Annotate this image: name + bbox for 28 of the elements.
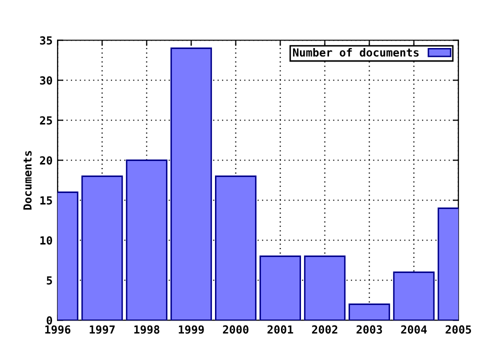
bar [126, 160, 168, 320]
bar [393, 272, 435, 320]
x-tick-label: 1999 [178, 325, 204, 334]
y-tick-label: 5 [46, 276, 52, 285]
x-tick-label: 1996 [45, 325, 70, 334]
x-tick-label: 2004 [401, 325, 427, 334]
x-tick-label: 2003 [356, 325, 382, 334]
x-tick-label: 2002 [312, 325, 338, 334]
y-tick-label: 35 [40, 36, 52, 45]
bar [260, 256, 301, 320]
y-tick-label: 30 [40, 76, 52, 85]
x-tick-label: 2001 [268, 325, 294, 334]
y-tick-label: 20 [40, 156, 52, 165]
bar [215, 176, 256, 320]
x-tick-label: 1997 [90, 325, 115, 334]
bar [170, 48, 212, 320]
y-axis-title: Documents [23, 151, 32, 210]
y-tick-label: 15 [40, 196, 52, 205]
bar [348, 304, 390, 320]
x-tick-label: 1998 [134, 325, 160, 334]
x-tick-label: 2005 [446, 325, 472, 334]
y-tick-label: 0 [46, 316, 52, 325]
bar [304, 256, 346, 320]
x-tick-label: 2000 [222, 325, 248, 334]
y-tick-label: 25 [40, 116, 52, 125]
legend-label: Number of documents [293, 48, 419, 57]
bar [81, 176, 123, 320]
y-tick-label: 10 [40, 236, 52, 245]
